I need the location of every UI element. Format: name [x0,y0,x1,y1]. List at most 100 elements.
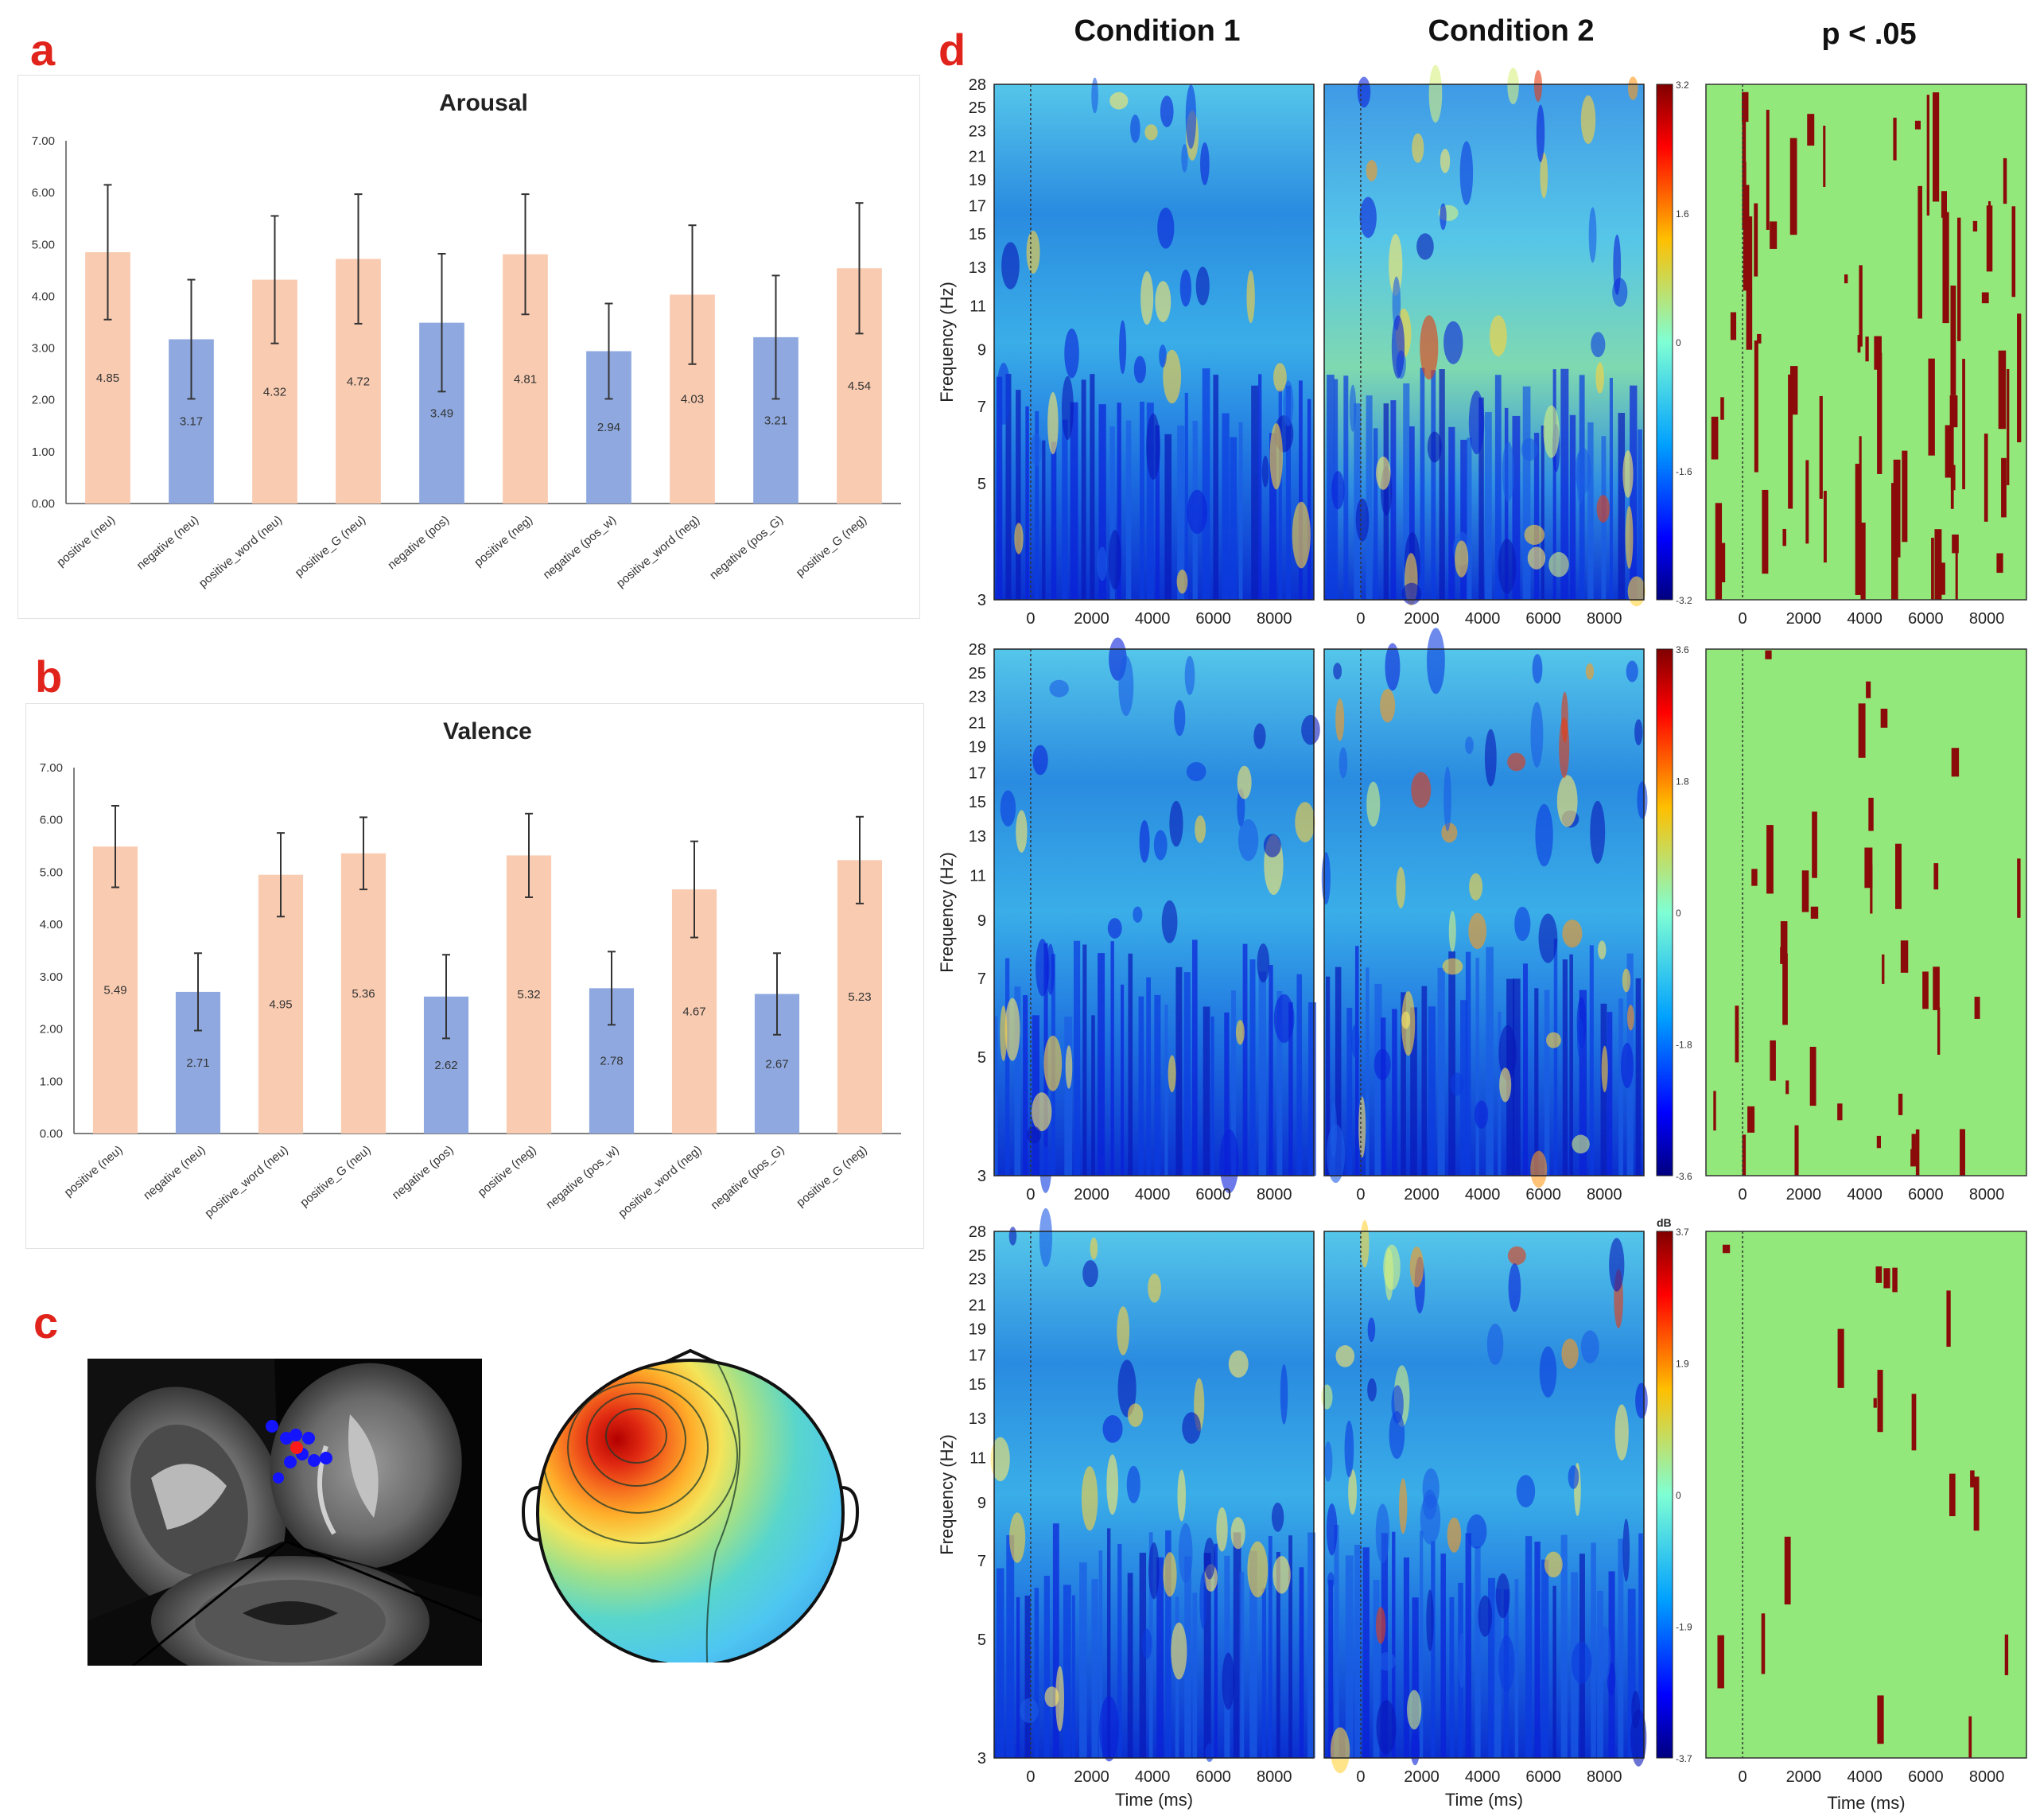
tf-power-blob [1039,1145,1052,1193]
panel-label-c: c [33,1297,59,1348]
data-label: 3.17 [180,415,203,429]
x-tick-label: positive (neu) [54,513,118,570]
tf-low-frequency-burst [1192,421,1198,600]
tf-power-blob [1465,736,1474,755]
tf-power-blob [1367,1317,1376,1343]
frequency-tick-label: 21 [969,1297,986,1315]
tf-power-blob [1261,455,1269,488]
tf-power-blob [1621,1042,1634,1089]
tf-power-blob [1204,1564,1218,1592]
tf-power-blob [1280,1364,1288,1425]
colorbar-tick-label: -1.8 [1676,1040,1692,1051]
x-tick-label: negative (pos) [390,1143,457,1202]
tf-power-blob [1630,1709,1647,1767]
significant-cluster [1914,120,1921,130]
significant-cluster [1949,1473,1956,1517]
tf-low-frequency-burst [1383,403,1389,600]
tf-low-frequency-burst [1268,1535,1272,1758]
tf-power-blob [1375,1503,1390,1563]
frequency-tick-label: 3 [977,1750,986,1768]
tf-low-frequency-burst [1191,939,1198,1176]
tf-power-blob [1455,540,1469,578]
tf-power-blob [1448,910,1456,952]
valence-chart-box: Valence 0.00 1.00 2.00 3.00 4.00 5.00 6.00 7.00 5… [25,703,924,1249]
significant-cluster [1882,954,1885,984]
colorbar-frame [1656,1231,1673,1759]
data-label: 5.32 [517,988,540,1001]
tf-power-blob [1000,1005,1008,1061]
tf-power-blob [1475,1100,1489,1129]
tf-power-blob [1349,384,1357,432]
time-tick-label: 6000 [1525,1768,1561,1786]
tf-power-blob [1571,1641,1592,1684]
tf-power-blob [1562,920,1583,948]
significant-cluster [1968,1716,1972,1758]
tf-power-blob [1590,800,1606,864]
tf-low-frequency-burst [1224,1012,1230,1176]
tf-power-blob [1498,1025,1517,1081]
tf-low-frequency-burst [1503,1589,1510,1758]
tf-power-blob [1216,1507,1228,1552]
tf-power-blob [1459,141,1474,205]
tf-power-blob [1521,438,1538,461]
tf-low-frequency-burst [1420,1530,1424,1758]
tf-low-frequency-burst [1014,986,1021,1176]
x-tick-label: negative (neu) [141,1143,208,1203]
tf-power-blob [1447,1517,1462,1553]
tf-low-frequency-burst [1460,439,1468,600]
tf-power-blob [1355,498,1370,542]
significant-cluster [1742,91,1749,122]
tf-power-blob [1140,271,1154,325]
tf-low-frequency-burst [1410,1007,1417,1176]
tf-power-blob [1499,1068,1512,1102]
tf-low-frequency-burst [1460,1000,1467,1176]
tf-power-blob [1489,315,1507,356]
tf-power-blob [1109,637,1127,681]
significant-cluster [1819,395,1823,500]
tf-low-frequency-burst [1043,943,1048,1176]
tf-plot-frame [993,1231,1315,1759]
panel-label-a: a [30,25,56,75]
frequency-tick-label: 13 [969,1410,986,1428]
tf-low-frequency-burst [1552,1585,1556,1758]
significant-cluster [1780,947,1786,964]
significant-cluster [1877,1370,1883,1433]
tf-low-frequency-burst [1016,1596,1020,1758]
tf-power-blob [1127,1403,1144,1427]
tf-low-frequency-burst [1523,963,1529,1176]
tf-power-blob [1613,234,1622,295]
y-tick-label: 3.00 [32,342,55,356]
tf-low-frequency-burst [994,1016,998,1176]
frequency-tick-label: 11 [969,1450,986,1468]
tf-power-blob [1380,466,1393,516]
tf-low-frequency-burst [1560,1534,1568,1758]
tf-power-blob [1393,1365,1410,1427]
tf-low-frequency-burst [1091,1015,1095,1176]
time-tick-label: 0 [1026,610,1035,628]
tf-power-blob [1194,1378,1205,1432]
arousal-bar-chart: Arousal 0.00 1.00 2.00 3.00 4.00 5.00 6.00 7.00 4… [32,90,901,590]
significant-cluster [1770,221,1778,249]
tf-low-frequency-burst [1600,1003,1607,1176]
tf-power-blob [1163,1552,1177,1597]
tf-low-frequency-burst [1307,399,1311,600]
tf-low-frequency-burst [1070,402,1078,600]
time-tick-label: 4000 [1847,610,1883,628]
tf-power-blob [1199,1572,1207,1630]
tf-low-frequency-burst [1106,1528,1111,1758]
tf-power-blob [1292,501,1311,569]
frequency-axis-label: Frequency (Hz) [937,1434,957,1555]
tf-power-blob [1004,998,1020,1061]
tf-low-frequency-burst [1110,941,1114,1176]
data-label: 4.03 [681,393,704,406]
column-title-condition-1: Condition 1 [1074,14,1241,48]
tf-low-frequency-burst [1541,425,1544,600]
tf-low-frequency-burst [1562,959,1568,1176]
frequency-tick-label: 3 [977,592,986,609]
tf-power-blob [1027,1126,1042,1144]
tf-low-frequency-burst [1091,1579,1098,1758]
frequency-tick-label: 9 [977,1495,986,1512]
tf-power-blob [1049,679,1069,698]
tf-low-frequency-burst [1023,995,1028,1176]
significance-mask-frame [1705,648,2027,1176]
